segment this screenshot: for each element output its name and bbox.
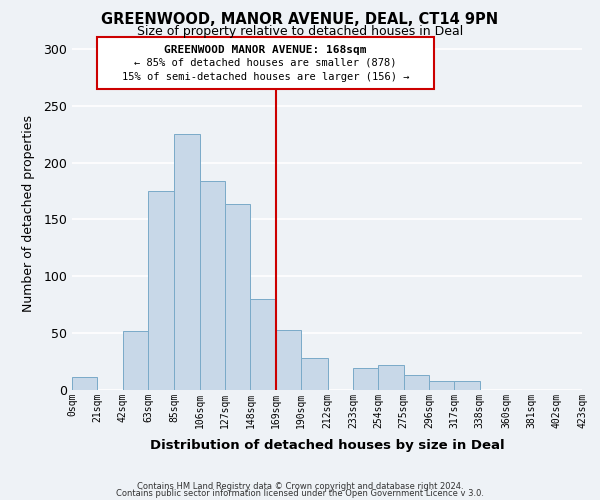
Text: Contains public sector information licensed under the Open Government Licence v : Contains public sector information licen… bbox=[116, 488, 484, 498]
Text: GREENWOOD MANOR AVENUE: 168sqm: GREENWOOD MANOR AVENUE: 168sqm bbox=[164, 46, 367, 56]
Bar bbox=[250, 299, 276, 390]
Text: Size of property relative to detached houses in Deal: Size of property relative to detached ho… bbox=[137, 25, 463, 38]
Text: Contains HM Land Registry data © Crown copyright and database right 2024.: Contains HM Land Registry data © Crown c… bbox=[137, 482, 463, 491]
Bar bbox=[353, 368, 378, 390]
Bar bbox=[276, 330, 301, 390]
Bar bbox=[72, 378, 97, 390]
Bar bbox=[301, 358, 328, 390]
Text: ← 85% of detached houses are smaller (878): ← 85% of detached houses are smaller (87… bbox=[134, 58, 397, 68]
Bar bbox=[200, 181, 225, 390]
Bar bbox=[404, 375, 429, 390]
Bar bbox=[454, 381, 479, 390]
Bar bbox=[97, 38, 434, 88]
Bar bbox=[429, 381, 454, 390]
Bar bbox=[122, 331, 148, 390]
Y-axis label: Number of detached properties: Number of detached properties bbox=[22, 116, 35, 312]
Bar bbox=[148, 191, 175, 390]
Bar bbox=[378, 365, 404, 390]
Bar bbox=[225, 204, 250, 390]
Text: 15% of semi-detached houses are larger (156) →: 15% of semi-detached houses are larger (… bbox=[122, 72, 409, 82]
Bar bbox=[175, 134, 200, 390]
Text: GREENWOOD, MANOR AVENUE, DEAL, CT14 9PN: GREENWOOD, MANOR AVENUE, DEAL, CT14 9PN bbox=[101, 12, 499, 28]
X-axis label: Distribution of detached houses by size in Deal: Distribution of detached houses by size … bbox=[149, 439, 505, 452]
